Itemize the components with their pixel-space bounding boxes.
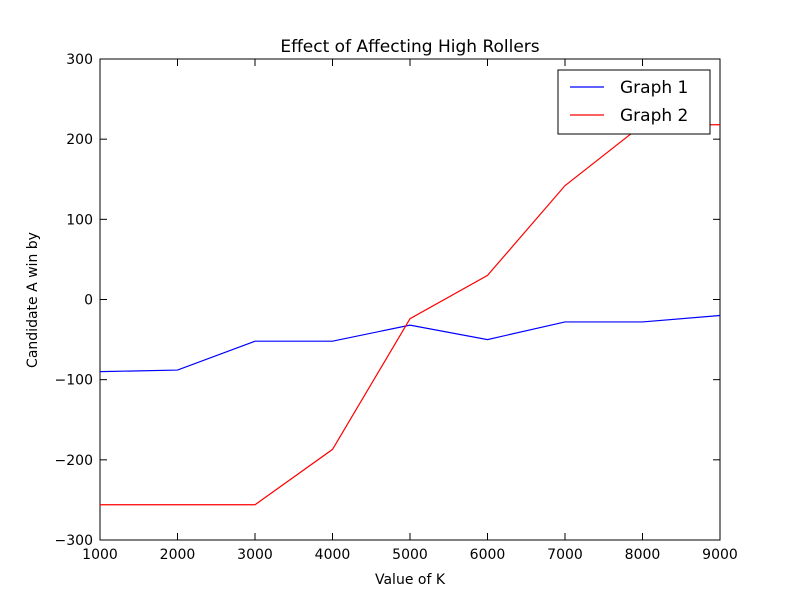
x-tick-label: 9000 bbox=[702, 547, 738, 563]
y-axis-label: Candidate A win by bbox=[25, 232, 41, 368]
legend-label-graph-2: Graph 2 bbox=[620, 106, 688, 126]
chart-title: Effect of Affecting High Rollers bbox=[280, 37, 539, 57]
series-line-graph-2 bbox=[100, 125, 720, 505]
x-tick-label: 8000 bbox=[625, 547, 661, 563]
x-tick-label: 1000 bbox=[82, 547, 118, 563]
x-tick-label: 5000 bbox=[392, 547, 428, 563]
y-tick-label: −200 bbox=[55, 453, 93, 469]
x-tick-label: 6000 bbox=[470, 547, 506, 563]
y-tick-label: −300 bbox=[55, 533, 93, 549]
legend-label-graph-1: Graph 1 bbox=[620, 78, 688, 98]
x-axis-label: Value of K bbox=[375, 572, 446, 588]
y-tick-label: 100 bbox=[66, 212, 93, 228]
x-tick-label: 2000 bbox=[160, 547, 196, 563]
y-tick-label: 0 bbox=[84, 293, 93, 309]
y-tick-label: 300 bbox=[66, 52, 93, 68]
x-tick-label: 7000 bbox=[547, 547, 583, 563]
legend: Graph 1 Graph 2 bbox=[558, 70, 710, 134]
series-lines bbox=[100, 125, 720, 505]
y-tick-label: −100 bbox=[55, 373, 93, 389]
y-tick-label: 200 bbox=[66, 132, 93, 148]
x-tick-label: 3000 bbox=[237, 547, 273, 563]
series-line-graph-1 bbox=[100, 316, 720, 372]
x-tick-label: 4000 bbox=[315, 547, 351, 563]
